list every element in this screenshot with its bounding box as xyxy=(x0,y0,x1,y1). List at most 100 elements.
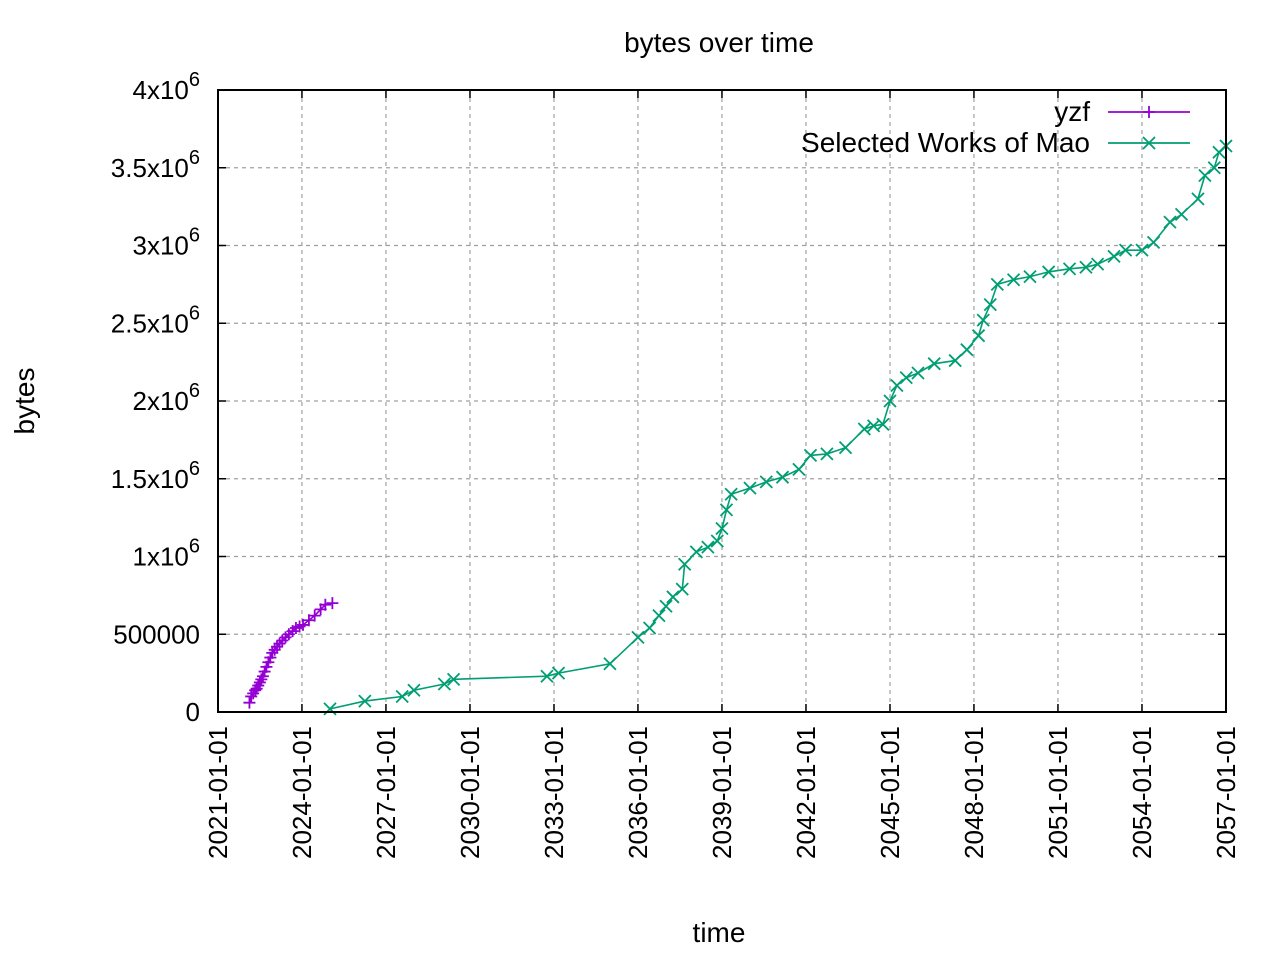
data-point-selected-works-of-mao xyxy=(437,677,452,691)
x-tick-label: 2048-01-01 xyxy=(959,726,989,859)
data-point-selected-works-of-mao xyxy=(358,694,372,708)
data-point-selected-works-of-mao xyxy=(983,297,997,312)
data-point-yzf xyxy=(326,597,339,610)
data-point-selected-works-of-mao xyxy=(724,487,738,501)
y-axis-label: bytes xyxy=(9,368,40,435)
y-tick-label-base: 500000 xyxy=(113,619,200,649)
data-point-selected-works-of-mao xyxy=(1174,207,1189,222)
data-point-selected-works-of-mao xyxy=(1107,249,1121,264)
data-point-selected-works-of-mao xyxy=(1062,262,1077,276)
data-point-selected-works-of-mao xyxy=(715,521,729,536)
y-tick-label-base: 3x10 xyxy=(132,231,188,261)
data-point-selected-works-of-mao xyxy=(659,599,673,613)
data-point-selected-works-of-mao xyxy=(775,470,790,484)
data-point-selected-works-of-mao xyxy=(927,357,941,371)
grid xyxy=(218,90,1226,712)
data-point-selected-works-of-mao xyxy=(1118,243,1133,257)
data-point-selected-works-of-mao xyxy=(666,590,680,604)
x-tick-label: 2030-01-01 xyxy=(455,726,485,859)
data-point-selected-works-of-mao xyxy=(792,462,806,477)
data-point-yzf xyxy=(243,696,256,709)
data-point-selected-works-of-mao xyxy=(407,683,421,697)
chart-title: bytes over time xyxy=(624,27,814,58)
y-tick-label: 2.5x106 xyxy=(111,302,200,338)
series-yzf xyxy=(243,597,339,709)
y-tick-label-base: 1.5x10 xyxy=(111,464,189,494)
x-tick-label: 2027-01-01 xyxy=(371,726,401,859)
data-point-selected-works-of-mao xyxy=(677,557,692,571)
legend-label-yzf: yzf xyxy=(1054,96,1090,127)
data-point-selected-works-of-mao xyxy=(820,447,834,461)
data-point-selected-works-of-mao xyxy=(876,417,890,431)
data-point-selected-works-of-mao xyxy=(890,378,904,393)
y-tick-label-exponent: 6 xyxy=(189,225,200,247)
y-tick-label-exponent: 6 xyxy=(189,380,200,402)
data-point-selected-works-of-mao xyxy=(1006,273,1021,287)
data-point-selected-works-of-mao xyxy=(1146,235,1161,250)
data-point-selected-works-of-mao xyxy=(540,669,554,683)
data-point-selected-works-of-mao xyxy=(990,277,1004,292)
x-tick-label: 2039-01-01 xyxy=(707,726,737,859)
data-point-yzf xyxy=(308,609,321,622)
data-point-selected-works-of-mao xyxy=(395,689,409,704)
data-point-selected-works-of-mao xyxy=(1198,168,1212,183)
y-tick-label: 3.5x106 xyxy=(111,147,200,183)
data-point-selected-works-of-mao xyxy=(642,621,657,635)
y-tick-label-base: 3.5x10 xyxy=(111,153,189,183)
data-point-selected-works-of-mao xyxy=(1135,243,1149,257)
data-point-selected-works-of-mao xyxy=(971,329,986,343)
x-axis: 2021-01-01 2024-01-01 2027-01-01 2030-01-01… xyxy=(203,90,1241,859)
y-tick-label: 500000 xyxy=(113,619,200,649)
y-tick-label: 2x106 xyxy=(132,380,200,416)
x-tick-label: 2033-01-01 xyxy=(539,726,569,859)
data-point-selected-works-of-mao xyxy=(948,353,962,368)
y-tick-label-exponent: 6 xyxy=(189,302,200,324)
x-axis-label: time xyxy=(693,917,746,948)
y-tick-label-exponent: 6 xyxy=(189,458,200,480)
data-point-selected-works-of-mao xyxy=(911,366,925,380)
data-point-selected-works-of-mao xyxy=(960,343,974,357)
x-tick-label: 2045-01-01 xyxy=(875,726,905,859)
data-point-selected-works-of-mao xyxy=(1079,260,1093,274)
data-point-selected-works-of-mao xyxy=(883,394,897,408)
data-point-selected-works-of-mao xyxy=(652,608,666,623)
data-point-selected-works-of-mao xyxy=(1191,192,1205,206)
y-tick-label-base: 0 xyxy=(186,697,200,727)
data-point-selected-works-of-mao xyxy=(446,672,461,686)
data-point-selected-works-of-mao xyxy=(551,666,566,680)
x-tick-label: 2042-01-01 xyxy=(791,726,821,859)
data-point-selected-works-of-mao xyxy=(838,441,853,455)
y-tick-label-base: 1x10 xyxy=(132,542,188,572)
y-tick-label: 1.5x106 xyxy=(111,458,200,494)
legend-marker-selected-works-of-mao xyxy=(1142,136,1156,150)
series-selected-works-of-mao xyxy=(323,139,1233,716)
data-point-selected-works-of-mao xyxy=(675,582,689,596)
data-point-selected-works-of-mao xyxy=(1023,269,1037,284)
x-tick-label: 2021-01-01 xyxy=(203,726,233,859)
data-point-selected-works-of-mao xyxy=(1163,215,1177,229)
plot-frame xyxy=(217,89,1227,713)
data-point-selected-works-of-mao xyxy=(743,481,757,495)
data-point-selected-works-of-mao xyxy=(689,545,703,559)
y-tick-label: 1x106 xyxy=(132,536,200,572)
data-point-selected-works-of-mao xyxy=(976,313,990,327)
data-point-selected-works-of-mao xyxy=(719,503,734,517)
y-tick-label-base: 2.5x10 xyxy=(111,308,189,338)
x-tick-label: 2054-01-01 xyxy=(1127,726,1157,859)
data-point-selected-works-of-mao xyxy=(1090,257,1105,271)
x-tick-label: 2057-01-01 xyxy=(1211,726,1241,859)
data-point-yzf xyxy=(319,598,332,611)
data-point-selected-works-of-mao xyxy=(701,540,715,554)
series-layer xyxy=(243,139,1233,716)
y-tick-label: 0 xyxy=(186,697,200,727)
x-tick-label: 2024-01-01 xyxy=(287,726,317,859)
y-tick-label-exponent: 6 xyxy=(189,147,200,169)
data-point-selected-works-of-mao xyxy=(803,448,818,463)
legend-label-selected-works-of-mao: Selected Works of Mao xyxy=(801,127,1090,158)
y-tick-label-base: 2x10 xyxy=(132,386,188,416)
data-point-selected-works-of-mao xyxy=(1207,161,1221,175)
y-tick-label-exponent: 6 xyxy=(189,536,200,558)
